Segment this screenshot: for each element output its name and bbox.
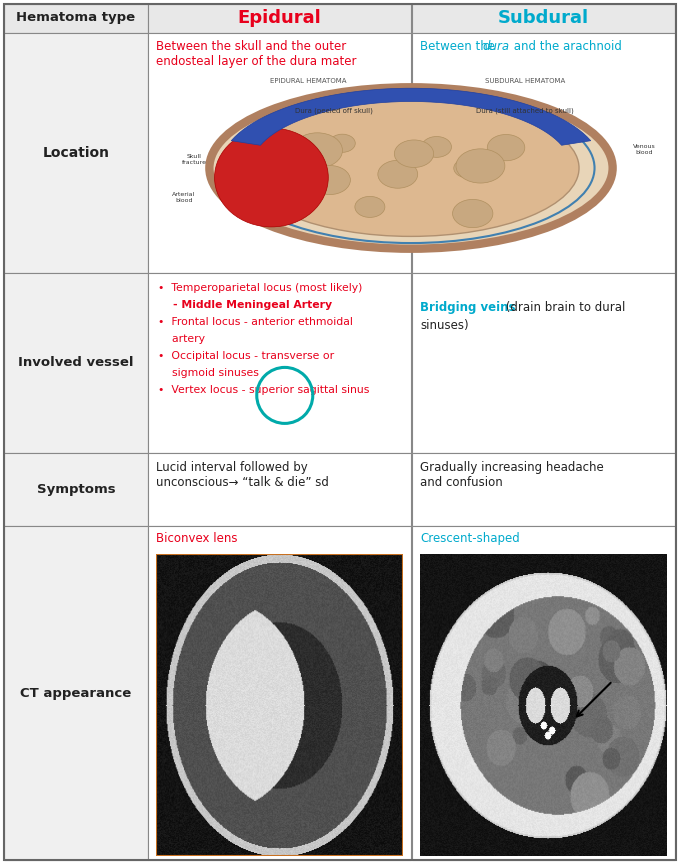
Text: Dura (peeled off skull): Dura (peeled off skull)	[295, 107, 373, 114]
Text: Arterial
blood: Arterial blood	[173, 192, 196, 202]
Text: Dura (still attached to skull): Dura (still attached to skull)	[477, 107, 574, 114]
Ellipse shape	[209, 87, 613, 249]
Ellipse shape	[394, 140, 434, 168]
Text: Gradually increasing headache
and confusion: Gradually increasing headache and confus…	[420, 461, 604, 489]
Ellipse shape	[488, 135, 525, 161]
Text: Lucid interval followed by
unconscious→ “talk & die” sd: Lucid interval followed by unconscious→ …	[156, 461, 329, 489]
Text: Skull
fracture: Skull fracture	[182, 154, 207, 164]
Ellipse shape	[453, 200, 493, 227]
Ellipse shape	[454, 158, 481, 178]
Ellipse shape	[422, 137, 452, 157]
Bar	[4, 453, 148, 526]
Text: (drain brain to dural: (drain brain to dural	[502, 301, 626, 314]
Ellipse shape	[292, 133, 343, 168]
Text: •  Temperoparietal locus (most likely): • Temperoparietal locus (most likely)	[158, 283, 362, 293]
Ellipse shape	[275, 151, 321, 183]
Polygon shape	[231, 88, 591, 145]
Bar	[4, 273, 148, 453]
Text: EPIDURAL HEMATOMA: EPIDURAL HEMATOMA	[270, 78, 346, 84]
Text: Biconvex lens: Biconvex lens	[156, 532, 237, 545]
Bar	[148, 4, 411, 33]
Bar	[412, 4, 675, 33]
Ellipse shape	[456, 149, 505, 183]
Text: Crescent-shaped: Crescent-shaped	[420, 532, 520, 545]
Text: Epidural: Epidural	[237, 9, 321, 27]
Ellipse shape	[329, 134, 355, 152]
Text: sigmoid sinuses: sigmoid sinuses	[158, 368, 259, 378]
Bar	[412, 453, 675, 526]
Text: dura: dura	[482, 40, 509, 53]
Text: •  Frontal locus - anterior ethmoidal: • Frontal locus - anterior ethmoidal	[158, 317, 353, 327]
Text: Bridging veins: Bridging veins	[420, 301, 515, 314]
Bar	[4, 4, 148, 33]
Text: Subdural: Subdural	[498, 9, 589, 27]
Text: Involved vessel: Involved vessel	[18, 357, 134, 370]
Bar	[412, 273, 675, 453]
Bar	[4, 526, 148, 860]
Text: Symptoms: Symptoms	[37, 482, 116, 495]
Text: and the arachnoid: and the arachnoid	[510, 40, 622, 53]
Bar	[148, 526, 411, 860]
Text: SUBDURAL HEMATOMA: SUBDURAL HEMATOMA	[485, 78, 565, 84]
Bar	[412, 33, 675, 273]
Text: Between the skull and the outer
endosteal layer of the dura mater: Between the skull and the outer endostea…	[156, 40, 356, 68]
Text: Hematoma type: Hematoma type	[16, 11, 135, 24]
Bar	[156, 554, 403, 856]
Ellipse shape	[214, 128, 328, 227]
Text: Location: Location	[42, 146, 109, 160]
Bar	[4, 33, 148, 273]
Ellipse shape	[309, 166, 350, 194]
Text: CT appearance: CT appearance	[20, 687, 132, 700]
Ellipse shape	[355, 196, 385, 218]
Text: artery: artery	[158, 334, 205, 344]
Bar	[148, 273, 411, 453]
Text: sinuses): sinuses)	[420, 319, 469, 332]
Bar	[148, 453, 411, 526]
Bar	[412, 526, 675, 860]
Text: •  Occipital locus - transverse or: • Occipital locus - transverse or	[158, 351, 334, 361]
Bar	[148, 33, 411, 273]
Ellipse shape	[243, 99, 579, 237]
Text: Between the: Between the	[420, 40, 498, 53]
Text: Venous
blood: Venous blood	[633, 144, 656, 155]
Text: - Middle Meningeal Artery: - Middle Meningeal Artery	[158, 300, 332, 310]
Ellipse shape	[378, 161, 418, 188]
Text: •  Vertex locus - superior sagittal sinus: • Vertex locus - superior sagittal sinus	[158, 385, 369, 395]
